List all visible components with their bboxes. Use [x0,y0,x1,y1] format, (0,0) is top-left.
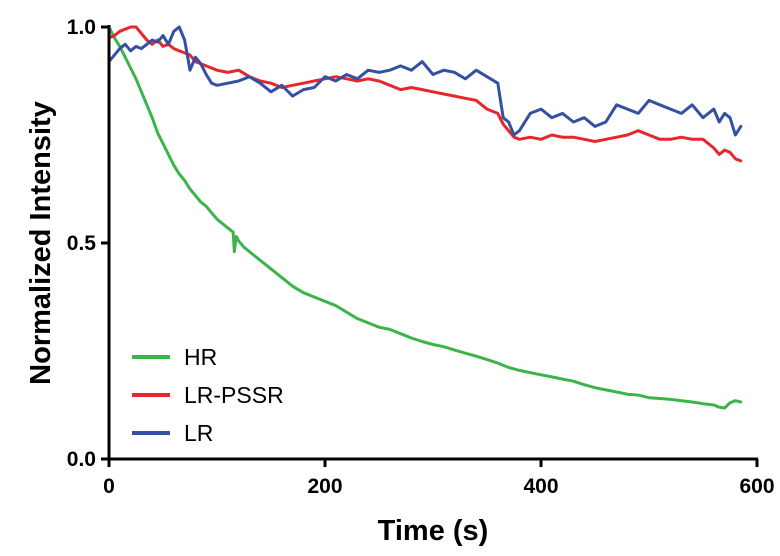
series-line-lr-pssr [107,25,743,163]
legend-label-hr: HR [184,344,217,370]
legend: HR LR-PSSR LR [132,344,284,446]
y-axis-label: Normalized Intensity [25,101,57,385]
x-tick-label: 200 [307,475,342,498]
y-tick-label: 1.0 [67,16,96,39]
x-axis-label: Time (s) [378,515,489,547]
ticks: 0.0 0.5 1.0 0 200 400 600 [67,16,775,498]
y-tick-label: 0.5 [67,232,97,255]
series-line-lr [107,25,743,137]
series-layer [107,25,743,410]
x-tick-label: 400 [523,475,558,498]
series-line-hr [107,25,743,410]
y-tick-label: 0.0 [67,448,96,471]
legend-label-lr-pssr: LR-PSSR [184,382,284,408]
x-tick-label: 600 [739,475,774,498]
x-tick-label: 0 [103,475,115,498]
legend-label-lr: LR [184,420,213,446]
